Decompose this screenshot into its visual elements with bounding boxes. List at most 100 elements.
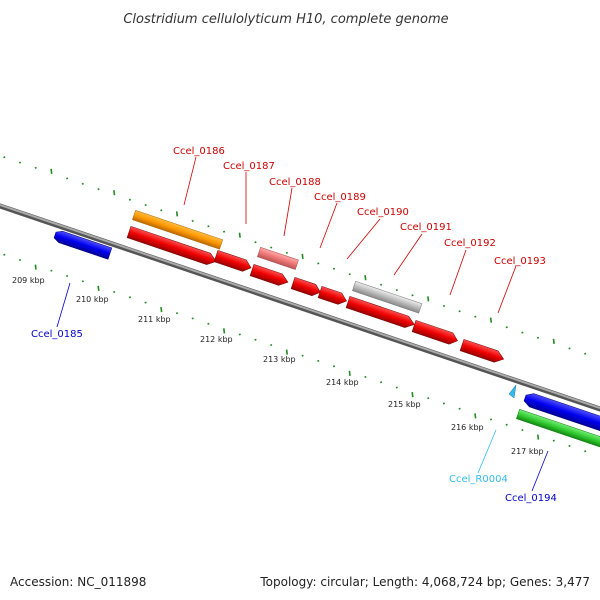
gene-label-ccel-0193[interactable]: Ccel_0193 bbox=[494, 256, 546, 267]
annotation-bar-gray bbox=[352, 280, 423, 314]
major-tick bbox=[160, 307, 163, 313]
minor-tick bbox=[568, 444, 571, 448]
ruler-label: 209 kbp bbox=[12, 276, 45, 285]
minor-tick bbox=[270, 246, 273, 249]
gene-label-ccel-0194[interactable]: Ccel_0194 bbox=[505, 493, 557, 504]
minor-tick bbox=[3, 156, 6, 159]
minor-tick bbox=[474, 315, 477, 318]
gene-ccel-0186-arrow[interactable] bbox=[126, 225, 218, 267]
gene-ccel-0189-arrow[interactable] bbox=[290, 276, 322, 298]
gene-ccel-r0004-marker[interactable] bbox=[508, 384, 517, 399]
genome-backbone bbox=[0, 203, 600, 412]
minor-tick bbox=[65, 177, 69, 180]
major-tick bbox=[113, 190, 116, 196]
major-tick bbox=[411, 392, 414, 398]
major-tick bbox=[238, 232, 241, 238]
minor-tick bbox=[285, 251, 289, 254]
minor-tick bbox=[395, 386, 398, 389]
ruler-label: 211 kbp bbox=[138, 315, 171, 324]
minor-tick bbox=[411, 294, 414, 297]
major-tick bbox=[474, 413, 477, 419]
minor-tick bbox=[332, 267, 336, 270]
ruler-label: 217 kbp bbox=[511, 447, 544, 456]
annotation-bar-orange bbox=[132, 209, 224, 250]
minor-tick bbox=[97, 188, 100, 191]
gene-label-ccel-0186[interactable]: Ccel_0186 bbox=[173, 146, 225, 157]
minor-tick bbox=[568, 347, 571, 350]
ruler-label: 213 kbp bbox=[263, 355, 296, 364]
minor-tick bbox=[3, 253, 6, 256]
minor-tick bbox=[489, 418, 493, 421]
minor-tick bbox=[395, 288, 398, 292]
minor-tick bbox=[254, 241, 257, 244]
annotation-bar-pink bbox=[257, 246, 299, 270]
major-tick bbox=[552, 338, 555, 344]
minor-tick bbox=[65, 274, 69, 278]
genome-summary-text: Topology: circular; Length: 4,068,724 bp… bbox=[259, 575, 590, 589]
minor-tick bbox=[427, 397, 430, 400]
gene-ccel-0191-arrow[interactable] bbox=[345, 295, 416, 330]
major-tick bbox=[427, 296, 430, 302]
minor-tick bbox=[505, 423, 508, 426]
minor-tick bbox=[254, 338, 257, 341]
minor-tick bbox=[18, 161, 22, 164]
inner-tick-row bbox=[3, 253, 587, 453]
ruler-label: 214 kbp bbox=[326, 378, 359, 387]
features bbox=[53, 209, 600, 448]
minor-tick bbox=[348, 273, 351, 276]
gene-ccel-0185-arrow[interactable] bbox=[53, 229, 113, 260]
gene-ccel-0190-arrow[interactable] bbox=[317, 285, 348, 306]
minor-tick bbox=[584, 450, 587, 453]
gene-ccel-0188-arrow[interactable] bbox=[249, 263, 290, 288]
minor-tick bbox=[536, 336, 540, 339]
minor-tick bbox=[50, 269, 53, 272]
major-tick bbox=[285, 349, 288, 355]
minor-tick bbox=[442, 402, 446, 405]
minor-tick bbox=[521, 428, 524, 432]
major-tick bbox=[348, 370, 351, 376]
minor-tick bbox=[301, 354, 304, 357]
minor-tick bbox=[317, 359, 320, 363]
minor-tick bbox=[364, 375, 367, 379]
minor-tick bbox=[521, 331, 524, 334]
gene-label-ccel-0191[interactable]: Ccel_0191 bbox=[400, 222, 452, 233]
major-tick bbox=[537, 434, 540, 440]
gene-label-ccel-0190[interactable]: Ccel_0190 bbox=[357, 207, 409, 218]
minor-tick bbox=[332, 365, 336, 368]
annotation-bar-green bbox=[516, 408, 600, 448]
minor-tick bbox=[207, 322, 210, 325]
minor-tick bbox=[160, 209, 163, 212]
minor-tick bbox=[458, 310, 461, 313]
gene-label-ccel-0187[interactable]: Ccel_0187 bbox=[223, 161, 275, 172]
ruler-label: 216 kbp bbox=[451, 423, 484, 432]
gene-label-ccel-0192[interactable]: Ccel_0192 bbox=[444, 238, 496, 249]
minor-tick bbox=[379, 381, 383, 384]
minor-tick bbox=[458, 407, 461, 410]
minor-tick bbox=[238, 333, 241, 336]
major-tick bbox=[34, 264, 37, 270]
gene-label-ccel-0185[interactable]: Ccel_0185 bbox=[31, 329, 83, 340]
gene-ccel-0194-arrow[interactable] bbox=[523, 391, 600, 434]
minor-tick bbox=[191, 317, 194, 320]
accession-text: Accession: NC_011898 bbox=[10, 575, 146, 589]
gene-ccel-0192-arrow[interactable] bbox=[411, 319, 459, 346]
minor-tick bbox=[175, 312, 179, 315]
ruler-label: 210 kbp bbox=[76, 295, 109, 304]
major-tick bbox=[50, 168, 53, 174]
minor-tick bbox=[317, 262, 320, 265]
gene-ccel-0187-arrow[interactable] bbox=[213, 249, 253, 273]
minor-tick bbox=[144, 301, 147, 304]
minor-tick bbox=[81, 182, 84, 185]
outer-tick-row bbox=[3, 156, 587, 355]
gene-ccel-0193-arrow[interactable] bbox=[459, 338, 506, 364]
ruler-label: 212 kbp bbox=[200, 335, 233, 344]
minor-tick bbox=[128, 296, 132, 299]
minor-tick bbox=[113, 290, 116, 294]
major-tick bbox=[301, 253, 304, 259]
gene-label-ccel-0189[interactable]: Ccel_0189 bbox=[314, 192, 366, 203]
minor-tick bbox=[270, 343, 273, 347]
minor-tick bbox=[222, 230, 226, 233]
gene-label-ccel-0188[interactable]: Ccel_0188 bbox=[269, 177, 321, 188]
gene-label-ccel-r0004[interactable]: Ccel_R0004 bbox=[449, 474, 508, 485]
